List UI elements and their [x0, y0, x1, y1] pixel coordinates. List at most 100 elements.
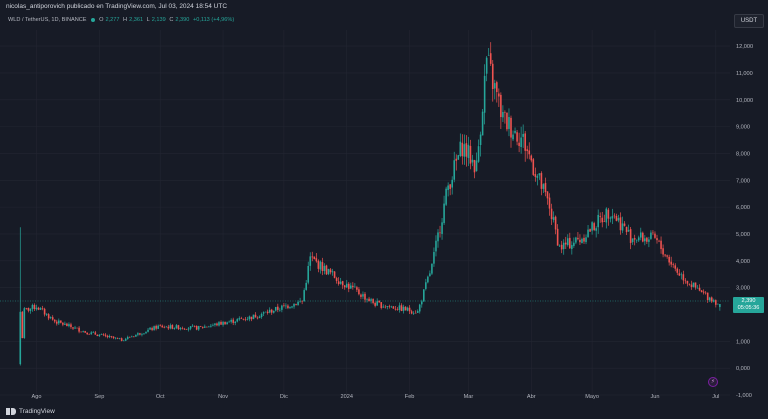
candle-body [210, 325, 212, 327]
candle-body [445, 188, 447, 205]
candle-body [76, 327, 78, 329]
candle-body [64, 323, 66, 325]
candle-body [277, 306, 279, 310]
candle-body [465, 143, 468, 157]
candle-body [660, 240, 662, 250]
candle-body [313, 256, 316, 259]
candle-body [364, 293, 366, 300]
countdown-value: 05:05:36 [737, 304, 760, 311]
candle-body [173, 328, 176, 330]
candle-body [498, 93, 500, 97]
candle-body [473, 159, 476, 173]
candle-body [252, 314, 255, 320]
candle-body [569, 237, 571, 249]
y-tick-label: 1,000 [736, 339, 750, 345]
candle-body [706, 292, 709, 300]
candle-body [698, 287, 701, 291]
candle-body [37, 307, 40, 310]
candle-body [135, 334, 137, 337]
candle-body [520, 137, 522, 147]
candle-body [414, 312, 417, 314]
symbol-name[interactable]: WLD / TetherUS, 1D, BINANCE [8, 17, 87, 23]
candle-body [583, 237, 585, 242]
candle-body [86, 332, 88, 335]
close-value: 2,390 [175, 17, 190, 23]
y-tick-label: 3,000 [736, 286, 750, 292]
candle-body [266, 311, 269, 313]
candle-body [479, 134, 482, 146]
candle-body [224, 321, 226, 325]
candle-body [562, 242, 565, 250]
candle-body [546, 191, 549, 199]
candle-body [394, 308, 397, 310]
candle-body [404, 306, 407, 311]
candle-body [118, 338, 121, 339]
y-tick-label: 7,000 [736, 178, 750, 184]
candle-body [642, 232, 644, 242]
candle-body [686, 281, 689, 284]
candle-body [58, 320, 60, 324]
candle-body [449, 184, 451, 189]
candle-body [110, 336, 113, 337]
candle-body [493, 83, 496, 89]
candle-body [169, 325, 172, 329]
candle-body [181, 328, 184, 329]
candle-body [378, 300, 380, 303]
candle-body [672, 264, 675, 265]
x-tick-label: Dic [280, 394, 288, 400]
candle-body [78, 327, 80, 332]
candle-body [550, 208, 553, 220]
x-tick-label: Ago [32, 394, 42, 400]
candle-body [51, 317, 54, 320]
candle-body [443, 203, 445, 224]
candle-body [100, 334, 103, 335]
currency-button[interactable]: USDT [734, 14, 764, 28]
candle-body [392, 306, 395, 309]
candle-body [633, 238, 636, 240]
candle-body [301, 300, 303, 302]
candle-body [437, 232, 439, 242]
candle-body [60, 320, 62, 323]
market-status-icon [90, 17, 95, 22]
candle-body [601, 217, 604, 223]
candle-body [122, 340, 125, 342]
lightning-icon[interactable]: ⚡ [708, 377, 718, 387]
candle-body [254, 314, 257, 318]
candle-body [161, 325, 164, 328]
candle-body [402, 306, 405, 311]
candle-body [157, 325, 159, 329]
candle-body [195, 326, 198, 330]
y-tick-label: 4,000 [736, 259, 750, 265]
candle-body [285, 305, 287, 307]
candle-body [96, 334, 99, 337]
high-value: 2,361 [129, 17, 144, 23]
candle-body [151, 328, 153, 330]
candle-body [376, 301, 378, 306]
candle-body [183, 328, 186, 330]
candle-body [522, 133, 524, 137]
candle-body [214, 323, 216, 325]
candle-body [343, 285, 346, 288]
candle-body [670, 261, 672, 265]
candle-body [678, 273, 681, 276]
candle-body [175, 325, 178, 328]
candle-body [427, 276, 429, 283]
candle-body [212, 324, 214, 326]
candle-body [605, 208, 608, 223]
candle-body [676, 268, 679, 273]
candle-body [506, 112, 508, 130]
candle-body [303, 290, 305, 302]
candle-body [408, 307, 411, 312]
x-axis: Ago Sep Oct Nov Dic 2024 Feb Mar Abr Mayo Jun Jul [32, 394, 720, 400]
candle-body [467, 144, 470, 159]
candle-body [327, 268, 330, 275]
candle-body [566, 238, 569, 246]
y-axis: 12,000 11,000 10,000 9,000 8,000 7,000 6,000 5,… [736, 44, 753, 399]
candle-body [238, 318, 241, 320]
candle-body [674, 265, 677, 269]
candle-body [560, 244, 563, 250]
candle-body [374, 302, 376, 306]
candle-body [715, 300, 717, 305]
candle-body [104, 334, 107, 336]
